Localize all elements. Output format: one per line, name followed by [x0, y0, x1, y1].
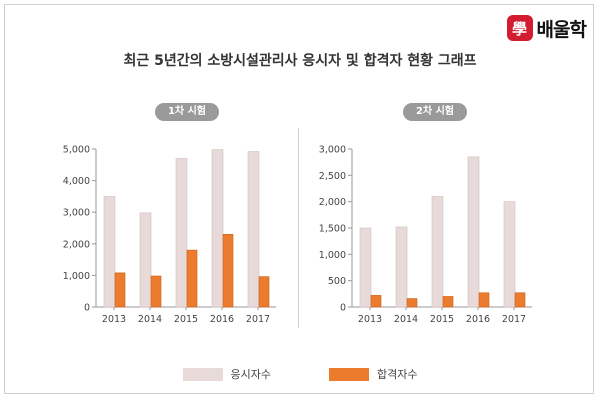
bar-passers-2016 — [478, 292, 490, 308]
bar-applicants-2014 — [395, 226, 408, 308]
bar-applicants-2016 — [211, 149, 224, 308]
panel-title-first-exam: 1차 시험 — [155, 103, 219, 121]
legend-label-applicants: 응시자수 — [230, 368, 271, 381]
y-tick-label: 2,500 — [319, 171, 346, 182]
bar-passers-2015 — [442, 296, 454, 308]
bar-passers-2014 — [150, 275, 162, 308]
x-tick-label-2016: 2016 — [210, 314, 234, 325]
bar-passers-2017 — [514, 292, 526, 308]
x-tick-label-2013: 2013 — [102, 314, 126, 325]
x-tick-label-2015: 2015 — [174, 314, 198, 325]
x-tick-label-2013: 2013 — [358, 314, 382, 325]
legend-swatch-passers — [329, 367, 369, 381]
bar-applicants-2013 — [359, 227, 372, 308]
brand-logo: 學 배울학 — [506, 14, 587, 42]
legend-item-applicants: 응시자수 — [182, 366, 271, 382]
y-tick-label: 1,000 — [63, 271, 90, 282]
legend-label-passers: 합격자수 — [377, 368, 418, 381]
y-tick-label: 0 — [84, 303, 90, 314]
bar-applicants-2017 — [247, 151, 260, 308]
logo-mark-icon: 學 — [506, 15, 533, 41]
x-tick-label-2014: 2014 — [394, 314, 418, 325]
bar-applicants-2013 — [103, 196, 116, 308]
bar-applicants-2016 — [467, 156, 480, 308]
logo-text: 배울학 — [536, 18, 587, 41]
y-tick-label: 1,500 — [319, 224, 346, 235]
bar-applicants-2015 — [431, 196, 444, 308]
legend-swatch-applicants — [182, 367, 223, 381]
bar-passers-2013 — [370, 295, 382, 308]
x-tick-label-2017: 2017 — [246, 314, 270, 325]
panel-title-second-exam: 2차 시험 — [403, 103, 467, 121]
y-tick-label: 5,000 — [63, 145, 90, 156]
bar-passers-2014 — [406, 298, 418, 308]
bar-passers-2016 — [222, 234, 234, 308]
y-tick-label: 0 — [340, 303, 346, 314]
bar-applicants-2015 — [175, 158, 188, 308]
bar-passers-2015 — [186, 249, 198, 308]
page-title: 최근 5년간의 소방시설관리사 응시자 및 합격자 현황 그래프 — [123, 53, 477, 69]
bar-applicants-2014 — [139, 212, 152, 308]
x-tick-label-2016: 2016 — [466, 314, 490, 325]
x-tick-label-2017: 2017 — [502, 314, 526, 325]
y-tick-label: 500 — [328, 276, 346, 287]
panel-divider — [298, 128, 299, 328]
bar-passers-2017 — [258, 276, 270, 308]
y-tick-label: 3,000 — [63, 208, 90, 219]
x-tick-label-2014: 2014 — [138, 314, 162, 325]
outer-frame — [4, 4, 594, 394]
y-tick-label: 1,000 — [319, 250, 346, 261]
x-tick-label-2015: 2015 — [430, 314, 454, 325]
legend-item-passers: 합격자수 — [329, 366, 417, 382]
y-tick-label: 2,000 — [63, 239, 90, 250]
bar-applicants-2017 — [503, 201, 516, 308]
bar-passers-2013 — [114, 272, 126, 308]
y-tick-label: 2,000 — [319, 197, 346, 208]
y-tick-label: 3,000 — [319, 145, 346, 156]
legend: 응시자수 합격자수 — [0, 366, 600, 382]
y-tick-label: 4,000 — [63, 176, 90, 187]
